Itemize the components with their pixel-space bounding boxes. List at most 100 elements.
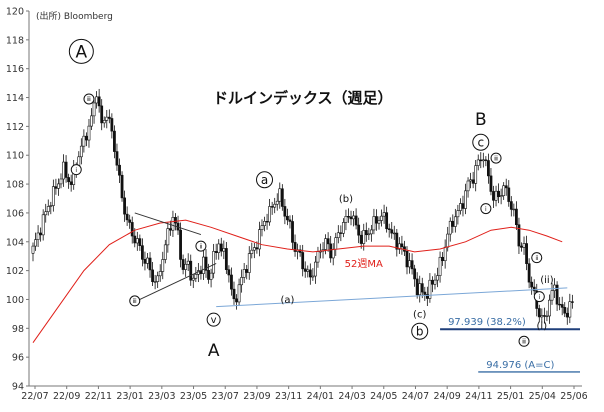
wave-label-circle — [195, 240, 207, 252]
wave-label: ⅰ — [538, 294, 540, 301]
candle-body — [235, 298, 238, 303]
candle-body — [179, 229, 182, 260]
candle-body — [31, 245, 35, 254]
candle-body — [563, 307, 567, 314]
y-tick-label: 116 — [6, 64, 24, 75]
y-tick-label: 120 — [6, 7, 24, 18]
wave-label-circle — [129, 295, 141, 307]
wave-label: B — [475, 110, 487, 130]
x-tick-label: 23/01 — [116, 391, 143, 402]
candle-body — [520, 245, 523, 248]
candle-body — [100, 105, 104, 124]
candle-body — [54, 186, 58, 189]
candle-body — [484, 159, 488, 161]
candle-body — [428, 279, 432, 299]
candle-body — [474, 165, 478, 184]
candle-body — [189, 260, 193, 281]
candle-body — [558, 303, 562, 306]
candle-body — [141, 245, 144, 260]
candle-body — [413, 268, 417, 280]
candle-body — [252, 247, 256, 251]
candle-body — [306, 269, 310, 272]
candle-body — [329, 243, 333, 259]
candle-body — [128, 219, 132, 223]
candle-body — [568, 301, 572, 318]
wave-label: A — [76, 42, 88, 62]
candle-body — [85, 135, 88, 141]
candle-body — [204, 256, 208, 271]
candle-body — [532, 286, 536, 292]
target-level-label: 94.976 (A=C) — [486, 360, 554, 371]
wave-label-circle — [70, 164, 82, 176]
candle-body — [446, 233, 450, 248]
candle-body — [359, 234, 363, 244]
candle-body — [522, 243, 526, 248]
candle-body — [433, 279, 437, 285]
candle-body — [107, 116, 111, 119]
candle-body — [219, 243, 223, 252]
candle-body — [372, 216, 376, 231]
candle-body — [293, 242, 297, 252]
candle-body — [354, 215, 358, 226]
candle-body — [509, 201, 513, 210]
candle-body — [420, 283, 424, 293]
candle-body — [392, 232, 396, 235]
wave-label-circle — [518, 335, 530, 347]
candle-body — [298, 249, 302, 253]
y-tick-label: 114 — [6, 93, 24, 104]
candle-body — [514, 208, 518, 226]
candle-body — [59, 178, 63, 185]
candle-body — [168, 228, 172, 231]
candle-body — [39, 232, 43, 236]
y-tick-label: 98 — [12, 324, 24, 335]
chart-title: ドルインデックス（週足） — [213, 89, 393, 107]
x-tick-label: 23/05 — [180, 391, 207, 402]
candle-body — [171, 217, 175, 231]
candle-body — [382, 212, 386, 217]
candle-body — [255, 247, 259, 250]
candle-body — [334, 237, 338, 250]
candle-body — [273, 203, 277, 208]
candle-body — [36, 232, 40, 240]
wave-label-circle — [83, 93, 95, 105]
candle-body — [186, 260, 190, 265]
candle-body — [507, 187, 511, 202]
candle-body — [268, 206, 272, 223]
candle-body — [217, 243, 221, 253]
candle-body — [512, 208, 516, 211]
wave-label-circle — [472, 133, 490, 151]
candle-body — [79, 145, 83, 158]
overlay-lines: 97.939 (38.2%) 94.976 (A=C) — [32, 212, 580, 373]
trendline — [216, 287, 568, 308]
candle-body — [565, 312, 569, 318]
candle-body — [181, 259, 185, 270]
candle-body — [283, 206, 287, 217]
wave-label: (b) — [339, 194, 353, 205]
candle-body — [301, 252, 305, 270]
candle-body — [41, 214, 45, 236]
candle-body — [202, 256, 205, 274]
candle-body — [270, 206, 274, 208]
candle-body — [314, 261, 317, 277]
candle-body — [62, 161, 65, 180]
candle-body — [479, 159, 483, 162]
y-tick-label: 110 — [6, 151, 24, 162]
candle-body — [242, 269, 246, 278]
candle-body — [469, 179, 473, 182]
candle-body — [166, 228, 170, 246]
candle-body — [90, 115, 93, 127]
wave-label-circle — [206, 312, 221, 327]
wave-label: ⅱ — [535, 255, 538, 262]
candle-body — [125, 213, 129, 221]
candle-body — [44, 211, 48, 216]
x-tick-label: 25/01 — [497, 391, 524, 402]
candle-body — [118, 164, 121, 176]
candle-body — [240, 277, 244, 286]
y-tick-label: 102 — [6, 266, 24, 277]
candle-body — [324, 238, 327, 250]
candle-body — [339, 232, 343, 234]
candle-body — [207, 270, 210, 280]
candle-body — [369, 229, 373, 235]
candle-body — [232, 288, 236, 300]
